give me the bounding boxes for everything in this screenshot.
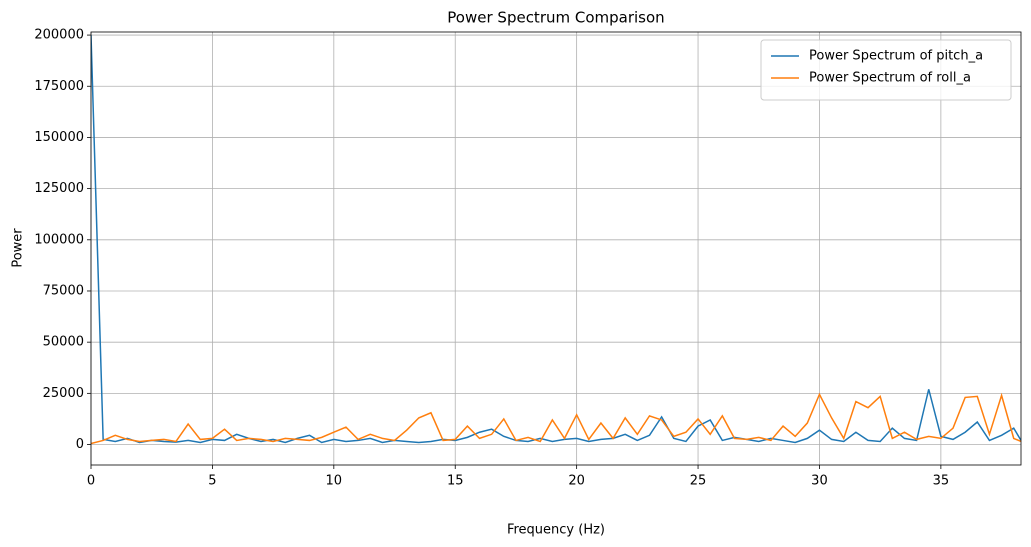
y-tick-label: 50000 [43, 335, 84, 350]
y-tick-label: 175000 [34, 79, 84, 94]
x-axis-label: Frequency (Hz) [507, 523, 605, 538]
legend-box [760, 39, 1012, 101]
y-axis-label: Power [11, 228, 26, 268]
x-tick-label: 5 [208, 474, 216, 489]
x-tick-label: 10 [326, 474, 343, 489]
legend-label: Power Spectrum of roll_a [809, 71, 971, 86]
y-tick-label: 125000 [34, 181, 84, 196]
x-tick-label: 25 [690, 474, 707, 489]
y-tick-label: 150000 [34, 130, 84, 145]
x-tick-label: 20 [568, 474, 585, 489]
y-tick-label: 100000 [34, 232, 84, 247]
y-tick-label: 75000 [43, 283, 84, 298]
line-series [91, 35, 1021, 444]
x-tick-label: 30 [811, 474, 828, 489]
line-series [91, 392, 1021, 445]
y-tick-label: 200000 [34, 28, 84, 43]
chart-title: Power Spectrum Comparison [447, 9, 664, 27]
plot-frame [90, 31, 1022, 466]
legend-label: Power Spectrum of pitch_a [809, 49, 983, 64]
x-tick-label: 15 [447, 474, 464, 489]
y-tick-label: 0 [76, 437, 84, 452]
x-tick-label: 35 [933, 474, 950, 489]
y-tick-label: 25000 [43, 386, 84, 401]
x-tick-label: 0 [87, 474, 95, 489]
